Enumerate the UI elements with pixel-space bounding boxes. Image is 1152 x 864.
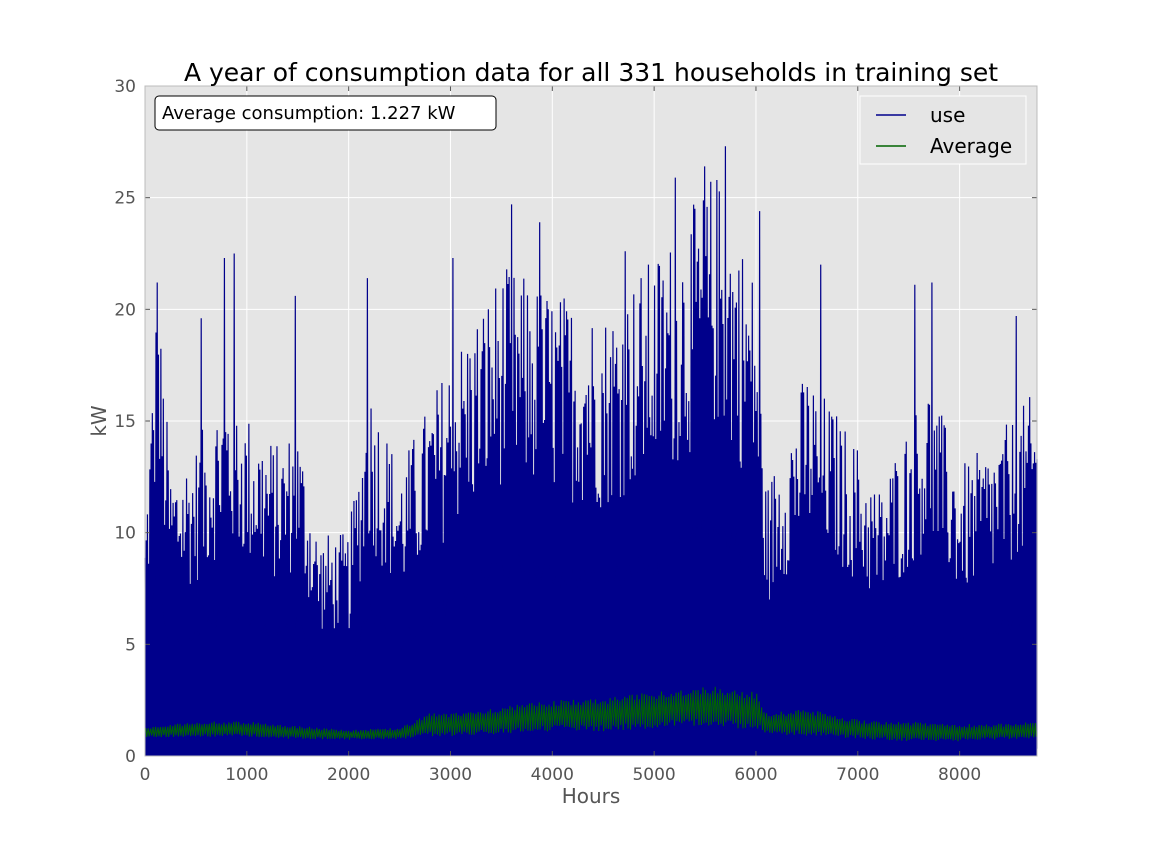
legend-frame [859,95,1027,165]
series-layer [144,146,1038,756]
x-tick-label: 8000 [938,765,981,785]
x-tick-label: 5000 [632,765,675,785]
y-tick-label: 0 [125,747,136,767]
x-tick-label: 7000 [836,765,879,785]
x-tick-label: 2000 [327,765,370,785]
x-tick-label: 6000 [734,765,777,785]
annotation-box: Average consumption: 1.227 kW [154,95,497,131]
series-use-fill [145,515,1037,756]
x-tick-label: 4000 [531,765,574,785]
legend: use Average [859,95,1027,165]
y-tick-label: 20 [114,300,136,320]
ticks-layer: 0 1000 2000 3000 4000 5000 6000 7000 8000 0 5 10 15 2… [114,77,1038,785]
y-axis-label: kW [87,405,111,437]
y-tick-label: 15 [114,412,136,432]
x-tick-label: 0 [140,765,151,785]
x-axis-label: Hours [562,784,621,808]
y-tick-label: 25 [114,189,136,209]
x-tick-label: 1000 [225,765,268,785]
chart-title: A year of consumption data for all 331 h… [184,58,998,87]
legend-average-label: Average [930,134,1012,158]
annotation-text: Average consumption: 1.227 kW [162,103,456,124]
y-tick-label: 5 [125,635,136,655]
x-tick-label: 3000 [429,765,472,785]
y-tick-label: 10 [114,524,136,544]
plot-frame [144,85,1038,757]
series-average-line [144,686,1038,742]
annotation-frame [154,95,497,131]
y-tick-label: 30 [114,77,136,97]
legend-use-label: use [930,103,965,127]
